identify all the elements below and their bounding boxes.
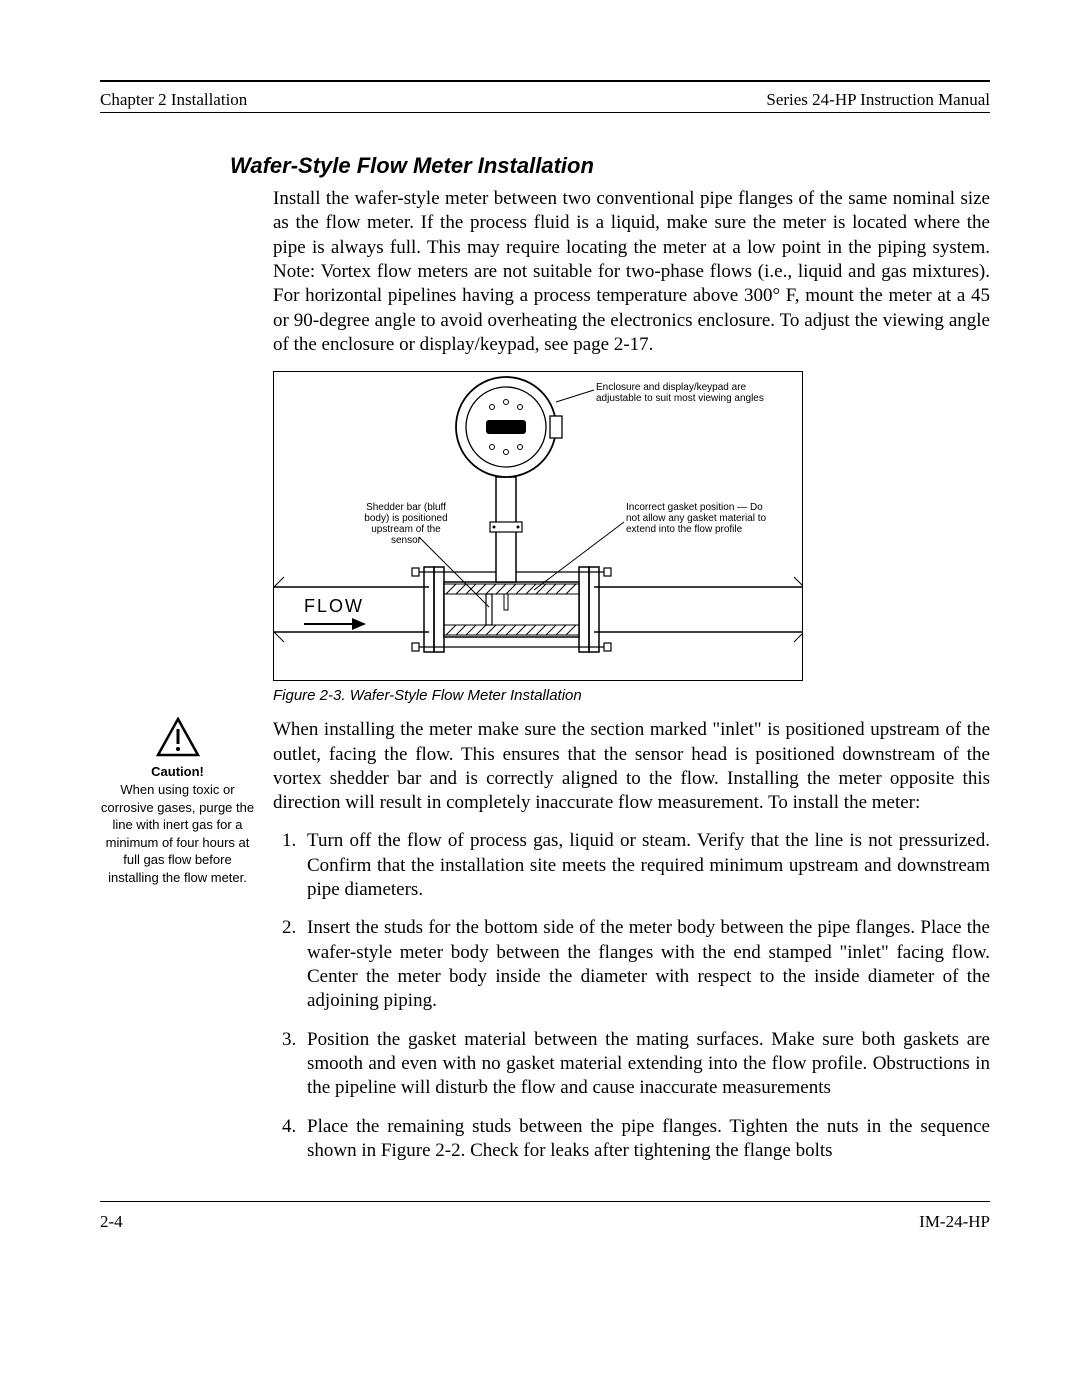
install-steps: Turn off the flow of process gas, liquid… xyxy=(273,829,990,1163)
flow-label: FLOW xyxy=(304,596,364,616)
caution-sidebar: Caution! When using toxic or corrosive g… xyxy=(100,187,255,1177)
figure-2-3: FLOW Enclosure and display/keypad are ad… xyxy=(273,371,803,681)
step-1: Turn off the flow of process gas, liquid… xyxy=(301,829,990,902)
step-4: Place the remaining studs between the pi… xyxy=(301,1115,990,1164)
header-rule-bottom xyxy=(100,112,990,113)
footer-right: IM-24-HP xyxy=(919,1212,990,1232)
step-2: Insert the studs for the bottom side of … xyxy=(301,916,990,1013)
caution-text: When using toxic or corrosive gases, pur… xyxy=(100,781,255,886)
callout-enclosure: Enclosure and display/keypad are adjusta… xyxy=(596,382,786,404)
page-header: Chapter 2 Installation Series 24-HP Inst… xyxy=(100,88,990,112)
intro-paragraph: Install the wafer-style meter between tw… xyxy=(273,187,990,357)
step-3: Position the gasket material between the… xyxy=(301,1028,990,1101)
caution-icon xyxy=(156,717,200,757)
callout-gasket: Incorrect gasket position — Do not allow… xyxy=(626,502,776,535)
footer-rule xyxy=(100,1201,990,1202)
page-footer: 2-4 IM-24-HP xyxy=(100,1210,990,1234)
after-figure-paragraph: When installing the meter make sure the … xyxy=(273,718,990,815)
header-rule-top xyxy=(100,80,990,82)
footer-left: 2-4 xyxy=(100,1212,123,1232)
figure-caption: Figure 2-3. Wafer-Style Flow Meter Insta… xyxy=(273,687,990,704)
content-area: Caution! When using toxic or corrosive g… xyxy=(100,187,990,1177)
section-title: Wafer-Style Flow Meter Installation xyxy=(230,153,990,179)
header-left: Chapter 2 Installation xyxy=(100,90,247,110)
callout-shedder: Shedder bar (bluff body) is positioned u… xyxy=(356,502,456,546)
main-column: Install the wafer-style meter between tw… xyxy=(273,187,990,1177)
header-right: Series 24-HP Instruction Manual xyxy=(766,90,990,110)
caution-label: Caution! xyxy=(100,764,255,779)
